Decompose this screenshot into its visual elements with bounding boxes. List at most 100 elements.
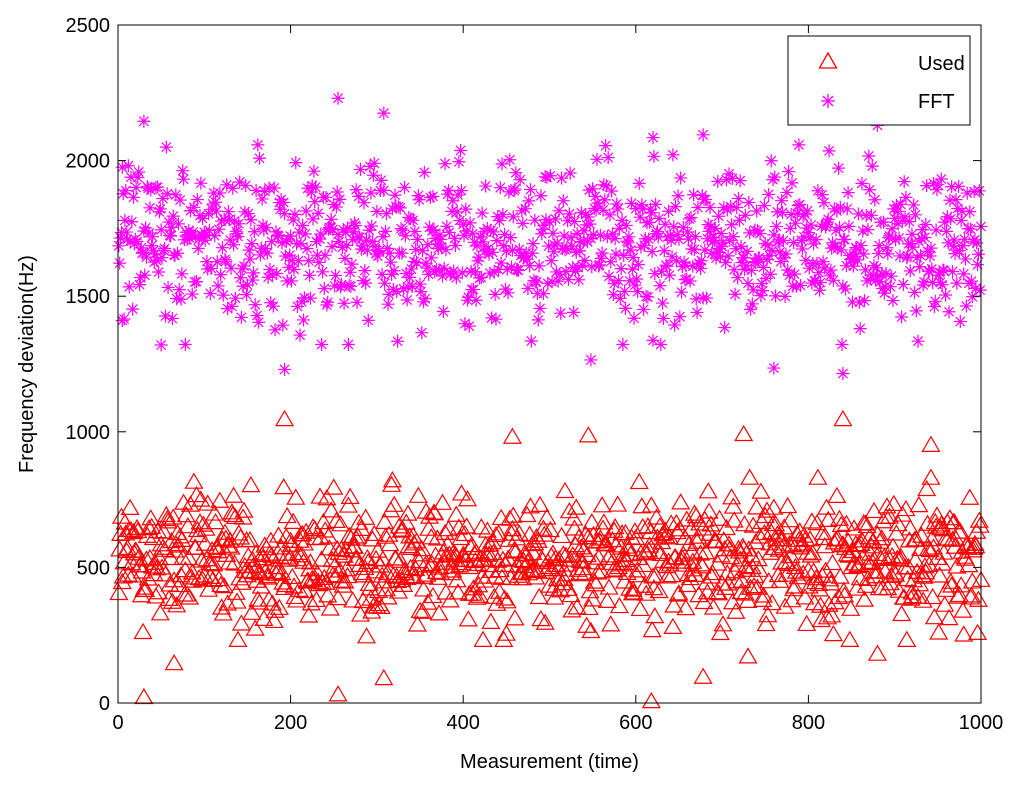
- data-point-fft: [235, 262, 249, 276]
- data-point-used: [703, 598, 724, 615]
- data-point-fft: [965, 290, 979, 304]
- data-point-fft: [702, 224, 716, 238]
- data-point-used: [687, 532, 707, 549]
- data-point-fft: [767, 228, 781, 242]
- data-point-fft: [404, 212, 418, 226]
- data-point-used: [854, 590, 875, 607]
- data-point-fft: [959, 299, 973, 313]
- data-point-fft: [363, 159, 377, 173]
- data-point-fft: [350, 295, 364, 309]
- data-point-fft: [934, 172, 948, 186]
- data-point-used: [860, 528, 880, 545]
- data-point-fft: [943, 193, 957, 207]
- data-point-fft: [118, 213, 132, 227]
- data-point-fft: [860, 274, 874, 288]
- data-point-fft: [487, 265, 501, 279]
- data-point-used: [790, 522, 810, 539]
- data-point-fft: [521, 281, 535, 295]
- data-point-used: [964, 538, 984, 555]
- data-point-used: [942, 576, 962, 593]
- data-point-used: [913, 591, 933, 608]
- data-point-used: [959, 555, 979, 573]
- data-point-fft: [234, 271, 248, 285]
- data-point-fft: [625, 262, 639, 276]
- data-point-fft: [323, 221, 337, 235]
- data-point-fft: [753, 226, 767, 240]
- data-point-fft: [816, 255, 830, 269]
- data-point-fft: [885, 222, 899, 236]
- data-point-fft: [546, 226, 560, 240]
- data-point-fft: [673, 310, 687, 324]
- data-point-fft: [536, 222, 550, 236]
- data-point-fft: [615, 213, 629, 227]
- data-point-fft: [448, 238, 462, 252]
- data-point-used: [639, 541, 659, 558]
- data-point-fft: [242, 243, 256, 257]
- data-point-fft: [715, 239, 729, 253]
- data-point-used: [274, 477, 294, 495]
- data-point-fft: [642, 232, 656, 246]
- data-point-fft: [841, 186, 855, 200]
- data-point-used: [405, 567, 425, 585]
- data-point-used: [191, 490, 211, 507]
- data-point-used: [282, 567, 302, 585]
- data-point-used: [203, 570, 223, 587]
- data-point-fft: [694, 254, 708, 268]
- data-point-used: [123, 566, 143, 583]
- data-point-fft: [146, 230, 160, 244]
- data-point-used: [942, 530, 963, 547]
- data-point-fft: [227, 238, 241, 252]
- data-point-fft: [400, 293, 414, 307]
- data-point-fft: [604, 255, 618, 269]
- data-point-fft: [296, 218, 310, 232]
- data-point-used: [848, 556, 868, 574]
- data-point-used: [684, 560, 704, 577]
- data-point-fft: [651, 230, 665, 244]
- data-point-used: [254, 609, 274, 626]
- data-point-fft: [253, 248, 267, 262]
- data-point-fft: [524, 183, 538, 197]
- data-point-fft: [628, 278, 642, 292]
- data-point-used: [413, 602, 433, 619]
- data-point-used: [883, 537, 903, 554]
- data-point-used: [961, 586, 982, 603]
- data-point-used: [145, 553, 165, 570]
- data-point-fft: [137, 114, 151, 128]
- data-point-fft: [773, 245, 787, 259]
- data-point-fft: [240, 278, 254, 292]
- data-point-fft: [945, 180, 959, 194]
- data-point-fft: [602, 269, 616, 283]
- data-point-used: [301, 594, 321, 611]
- data-point-fft: [908, 285, 922, 299]
- data-point-fft: [473, 230, 487, 244]
- data-point-fft: [496, 208, 510, 222]
- data-point-used: [188, 525, 208, 543]
- data-point-fft: [914, 231, 928, 245]
- data-point-fft: [779, 247, 793, 261]
- data-point-used: [792, 534, 812, 551]
- legend-label-used: Used: [918, 53, 965, 75]
- data-point-fft: [624, 196, 638, 210]
- data-point-used: [840, 630, 860, 647]
- data-point-fft: [718, 321, 732, 335]
- data-point-used: [432, 493, 453, 510]
- data-point-used: [804, 593, 824, 611]
- data-point-fft: [740, 244, 754, 258]
- data-point-used: [642, 620, 662, 638]
- data-point-used: [118, 565, 138, 582]
- data-point-used: [970, 516, 990, 533]
- data-point-used: [867, 524, 887, 542]
- data-point-used: [289, 580, 309, 597]
- data-point-fft: [479, 179, 493, 193]
- data-point-used: [890, 550, 910, 567]
- data-point-fft: [133, 271, 147, 285]
- data-point-fft: [755, 277, 769, 291]
- data-point-fft: [360, 243, 374, 257]
- data-point-fft: [645, 245, 659, 259]
- data-point-fft: [127, 190, 141, 204]
- data-point-fft: [175, 267, 189, 281]
- data-point-fft: [585, 260, 599, 274]
- data-point-used: [473, 630, 493, 647]
- data-point-used: [719, 535, 739, 552]
- data-point-fft: [729, 242, 743, 256]
